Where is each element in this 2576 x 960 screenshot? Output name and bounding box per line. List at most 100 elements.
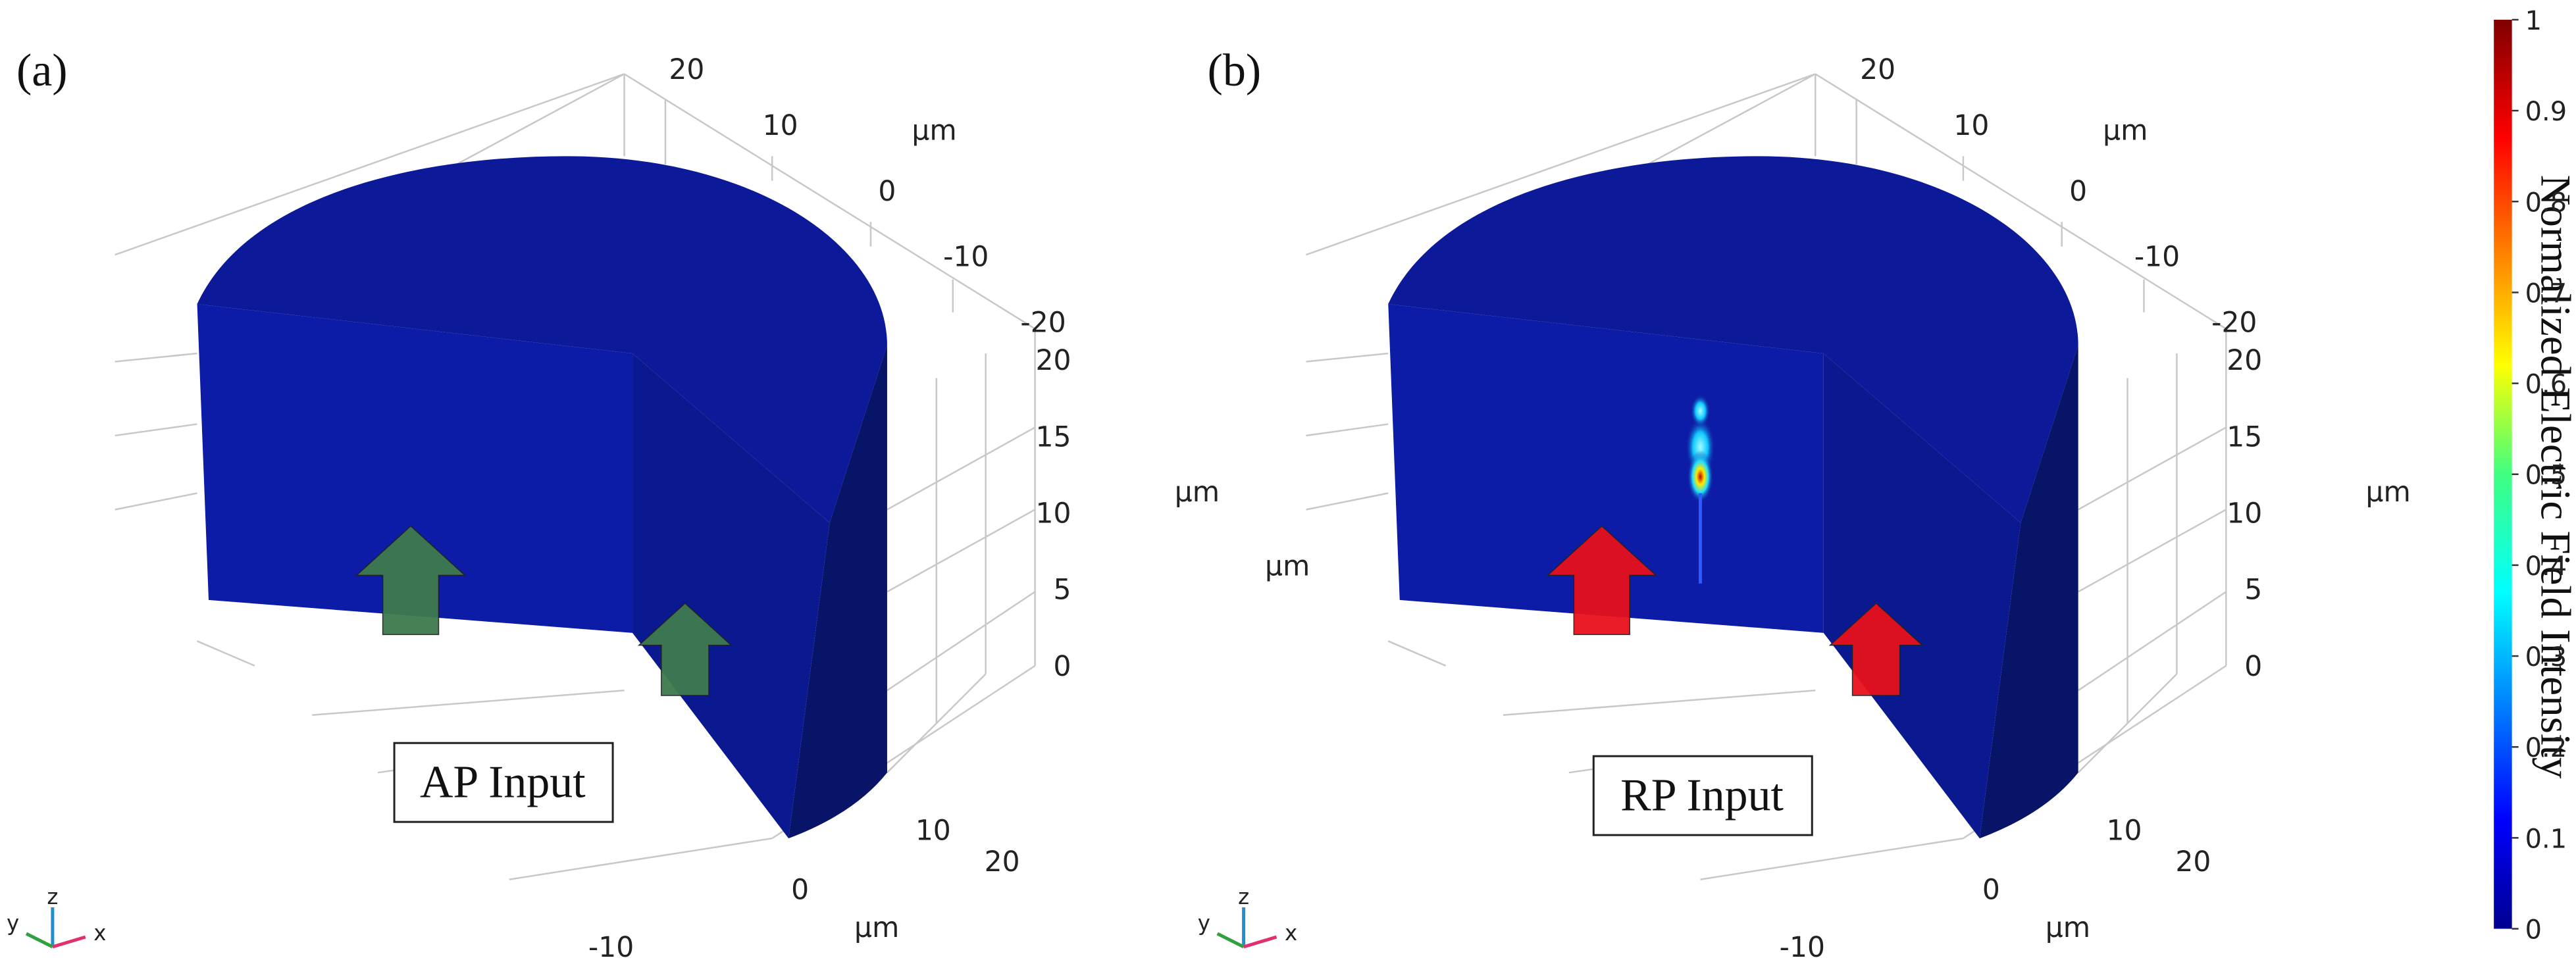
y-tick-label: -20: [2211, 307, 2257, 340]
colorbar-title: Normalized Electric Field Intensity: [2532, 175, 2576, 779]
grid-line: [2078, 426, 2227, 511]
colorbar-tick-label: 0.7: [2525, 278, 2567, 309]
colorbar-tick-label: 0.9: [2525, 97, 2567, 127]
triad-axis: [1243, 935, 1277, 949]
triad-label: y: [1198, 911, 1210, 936]
triad-label: z: [47, 884, 58, 909]
grid-line: [2078, 509, 2227, 593]
triad-label: y: [7, 911, 19, 936]
z-tick-label: 15: [2227, 421, 2262, 453]
input-arrow: [1546, 525, 1658, 636]
cut-face-right: [1823, 353, 2021, 839]
cylinder-top: [197, 156, 887, 523]
y-tick-label: 10: [1953, 110, 1989, 142]
input-arrow: [1828, 602, 1924, 696]
y-tick-label: -10: [2134, 241, 2180, 274]
grid-line: [1306, 352, 1389, 363]
z-tick-label: 20: [1036, 345, 1071, 377]
grid-line: [2077, 591, 2227, 692]
triad-axis: [25, 932, 53, 949]
colorbar-tick-label: 1: [2525, 6, 2542, 36]
grid-line: [115, 492, 197, 511]
x-tick-label: -10: [588, 932, 634, 960]
panel-label: (b): [1208, 45, 1261, 96]
x-tick-label: -10: [1780, 932, 1825, 960]
colorbar-tick-label: 0.5: [2525, 461, 2567, 491]
triad-label: x: [1285, 921, 1297, 946]
colorbar-tick-label: 0.4: [2525, 551, 2567, 582]
x-tick-label: 0: [1982, 874, 2000, 907]
y-tick-label: -10: [943, 241, 989, 274]
z-tick-label: 10: [2227, 497, 2262, 530]
y-tick-label: 0: [2069, 176, 2087, 208]
axis-unit: μm: [1175, 476, 1220, 509]
panel-label: (a): [16, 45, 68, 96]
grid-line: [197, 640, 255, 667]
grid-line: [1503, 690, 1816, 717]
grid-line: [1700, 837, 1964, 880]
grid-line: [887, 673, 987, 774]
x-tick-label: 20: [985, 846, 1020, 878]
cylinder-side: [788, 345, 887, 839]
input-label: RP Input: [1620, 771, 1784, 821]
y-tick-label: 10: [763, 110, 798, 142]
grid-line: [1306, 423, 1389, 437]
grid-line: [1387, 640, 1447, 667]
x-tick-label: 20: [2175, 846, 2211, 878]
grid-line: [887, 591, 1036, 692]
field-spot: [1687, 450, 1714, 503]
axis-unit: μm: [2103, 114, 2148, 147]
colorbar: [2494, 19, 2512, 929]
axis-unit: μm: [2046, 912, 2090, 944]
y-tick-label: 0: [878, 176, 896, 208]
input-label: AP Input: [420, 757, 586, 808]
grid-line: [115, 423, 197, 437]
cut-face-right: [632, 353, 830, 839]
grid-line: [1306, 492, 1389, 511]
z-tick-label: 0: [2244, 651, 2262, 683]
grid-line: [1815, 73, 2227, 330]
z-tick-label: 15: [1036, 421, 1071, 453]
panel: (a) AP Input 20 10 0 -10 -20 20 15 10 5 0 20 10 0 -10 μm…: [7, 45, 1220, 960]
axis-unit: μm: [912, 114, 956, 147]
field-spot: [1690, 394, 1711, 428]
colorbar-tick-label: 0.1: [2525, 824, 2567, 854]
z-tick-label: 5: [2244, 574, 2262, 607]
input-box: [393, 742, 614, 823]
triad-axis: [52, 935, 86, 949]
grid-line: [887, 509, 1036, 593]
z-tick-label: 5: [1054, 574, 1071, 607]
x-tick-label: 0: [791, 874, 809, 907]
input-arrow: [355, 525, 467, 636]
grid-line: [115, 352, 197, 363]
axis-unit: μm: [2365, 476, 2410, 509]
input-box: [1592, 755, 1813, 836]
y-tick-label: 20: [1860, 54, 1895, 86]
colorbar-tick-label: 0.6: [2525, 370, 2567, 400]
cylinder-top: [1388, 156, 2078, 523]
cut-face-left: [1388, 304, 1824, 633]
grid-line: [623, 73, 1036, 330]
grid-line: [312, 690, 625, 717]
input-arrow: [637, 602, 733, 696]
panel: (b) RP Input 20 10 0 -10 -20 20 15 10 5 0 20 10 0 -10 μm…: [1198, 45, 2411, 960]
axis-unit: μm: [1265, 550, 1310, 582]
colorbar-tick-label: 0.3: [2525, 642, 2567, 672]
grid-line: [2077, 673, 2178, 774]
axis-unit: μm: [854, 912, 899, 944]
z-tick-label: 0: [1054, 651, 1071, 683]
cut-face-left: [197, 304, 633, 633]
colorbar-tick-label: 0: [2525, 915, 2542, 946]
y-tick-label: 20: [669, 54, 704, 86]
x-tick-label: 10: [915, 815, 951, 847]
z-tick-label: 20: [2227, 345, 2262, 377]
grid-line: [115, 73, 625, 256]
cylinder-side: [1979, 345, 2078, 839]
triad-label: x: [93, 921, 106, 946]
x-tick-label: 10: [2107, 815, 2142, 847]
y-tick-label: -20: [1020, 307, 1066, 340]
z-tick-label: 10: [1036, 497, 1071, 530]
triad-label: z: [1238, 884, 1249, 909]
